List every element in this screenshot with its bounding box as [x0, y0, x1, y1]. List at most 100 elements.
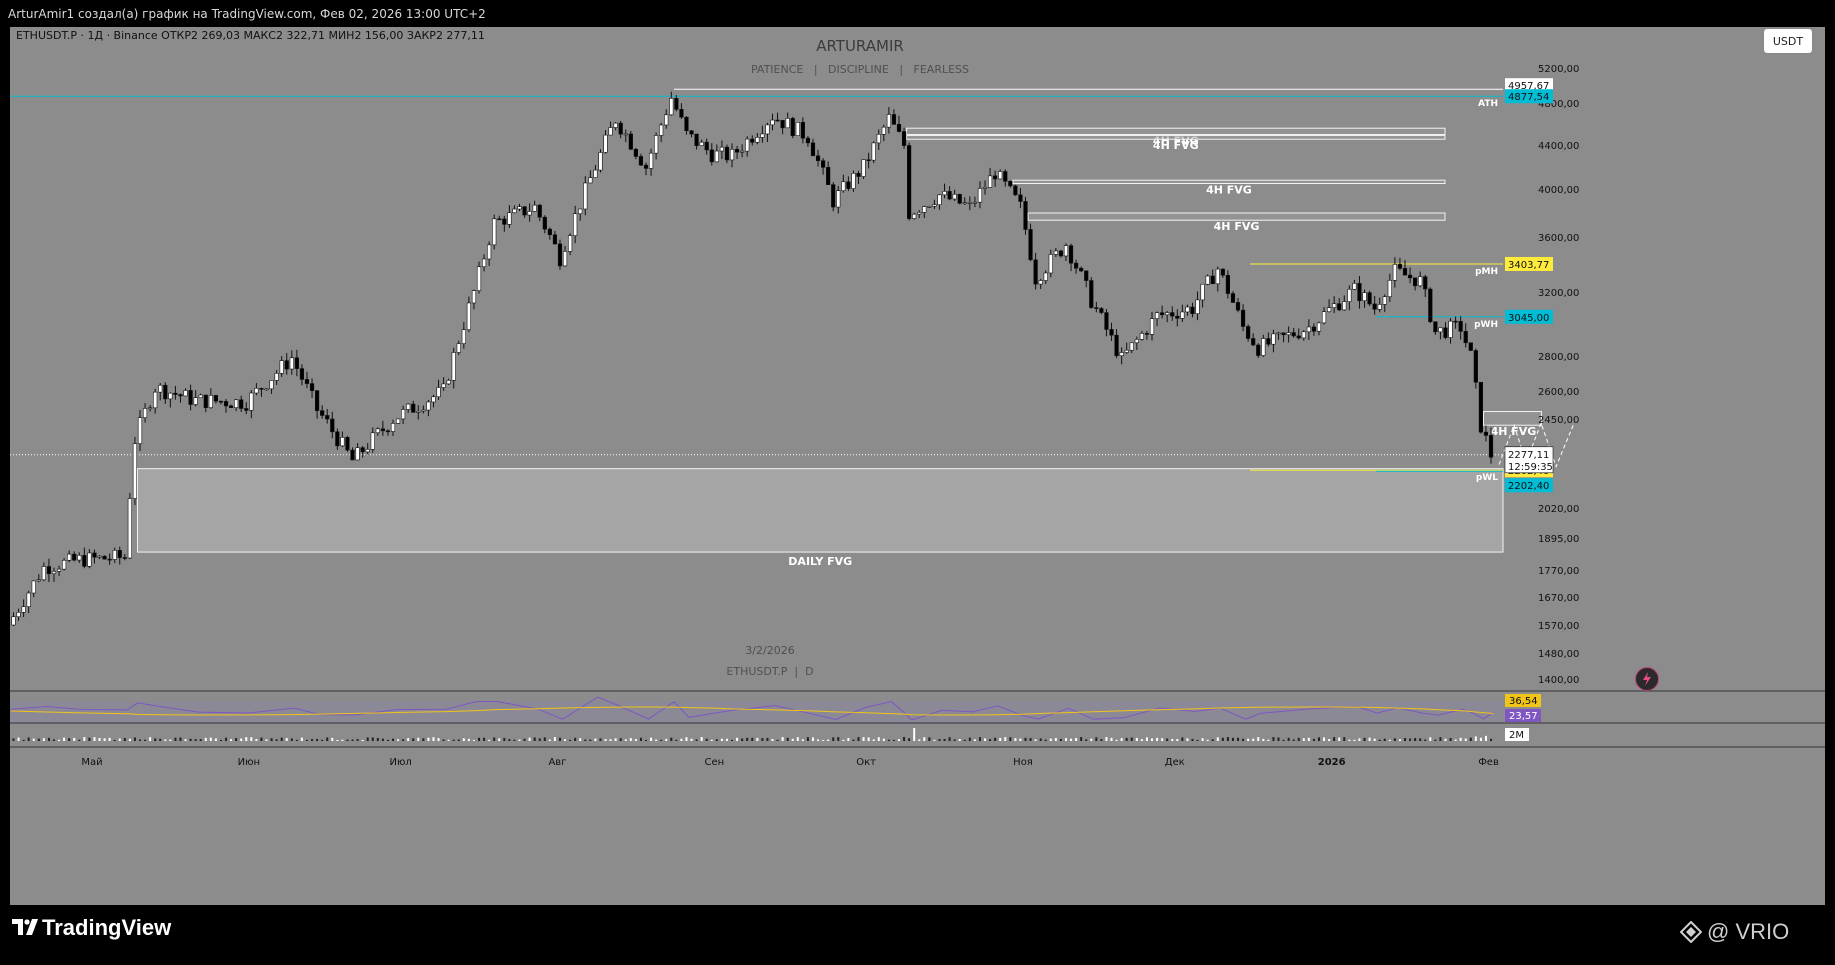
volume-bar: [73, 737, 76, 741]
volume-bar: [629, 738, 632, 741]
candle-bear: [1099, 308, 1104, 313]
candle-bear: [638, 156, 644, 166]
candle-bull: [1332, 303, 1337, 308]
candles: [11, 91, 1575, 627]
volume-bar: [1454, 739, 1457, 741]
candle-bear: [239, 399, 244, 409]
volume-bar: [715, 739, 718, 741]
volume-bar: [1237, 737, 1240, 741]
candle-bull: [1276, 332, 1281, 335]
volume-bar: [386, 739, 389, 741]
volume-bar: [108, 737, 111, 741]
lightning-icon[interactable]: [1635, 667, 1659, 691]
price-tick: 4000,00: [1538, 185, 1579, 196]
candle-bear: [846, 181, 851, 189]
candle-bull: [466, 302, 472, 331]
volume-bar: [483, 737, 486, 741]
candle-bear: [734, 148, 740, 153]
candle-bear: [1018, 194, 1023, 202]
candle-bear: [325, 415, 330, 420]
level-label: pWH: [1474, 320, 1498, 330]
volume-bar: [963, 739, 966, 741]
volume-bar: [1474, 736, 1477, 741]
candle-bull: [1321, 311, 1327, 324]
volume-bar: [938, 739, 941, 741]
volume-bar: [1151, 738, 1153, 741]
candle-bull: [942, 191, 947, 196]
volume-bar: [235, 738, 238, 741]
volume-bar: [184, 739, 187, 741]
candle-bear: [750, 138, 755, 143]
volume-bar: [1085, 739, 1088, 741]
volume-bar: [528, 737, 531, 741]
volume-bar: [392, 738, 394, 741]
candle-bull: [451, 352, 456, 381]
volume-bar: [128, 738, 131, 741]
candle-bull: [770, 119, 775, 126]
volume-bar: [63, 737, 66, 741]
candle-bear: [1423, 276, 1428, 290]
volume-bar: [1049, 738, 1052, 741]
candle-bear: [350, 449, 355, 461]
candle-bear: [1443, 327, 1448, 338]
candle-bear: [557, 243, 563, 267]
candle-bull: [851, 173, 856, 189]
bolt-icon: [1643, 672, 1651, 686]
rsi-ma-tag: [1505, 694, 1541, 707]
currency-button[interactable]: USDT: [1763, 28, 1813, 54]
volume-bar: [422, 738, 425, 741]
last-price-tag: [1504, 446, 1554, 474]
candle-bear: [552, 234, 558, 245]
candle-bear: [901, 131, 907, 146]
candle-bear: [694, 133, 699, 146]
volume-bar: [219, 739, 222, 741]
candle-bear: [537, 204, 542, 218]
candle-bull: [583, 182, 588, 210]
candle-bear: [1402, 268, 1408, 276]
volume-bar: [381, 738, 384, 741]
candle-bull: [289, 357, 294, 370]
volume-bar: [1353, 739, 1356, 741]
candle-bull: [26, 592, 31, 607]
volume-bar: [1312, 738, 1315, 741]
volume-bar: [948, 737, 951, 741]
volume-bar: [472, 739, 475, 741]
chart-area[interactable]: DAILY FVG 4H FVG 4H FVG 4H FVG 4H FVG 4H FVG …: [10, 27, 1825, 905]
candle-bear: [826, 167, 831, 185]
candle-bull: [1387, 280, 1392, 297]
volume-bar: [1201, 738, 1204, 741]
tradingview-logo[interactable]: [12, 919, 38, 939]
volume-bar: [93, 737, 96, 741]
volume-bar: [1176, 739, 1179, 741]
fvg-zone: [906, 135, 1446, 140]
volume-bar: [1247, 738, 1250, 741]
candle-bull: [729, 148, 735, 161]
volume-bar: [255, 739, 258, 741]
price-tick: 4800,00: [1538, 99, 1579, 110]
candle-bear: [1230, 293, 1236, 303]
candle-bear: [1281, 332, 1286, 336]
candle-bull: [370, 432, 375, 450]
projection-path: [1498, 421, 1575, 469]
volume-bar: [144, 739, 147, 741]
candle-bull: [1119, 352, 1124, 357]
volume-bar: [1145, 737, 1148, 741]
level-label: pMH: [1475, 267, 1498, 277]
candle-bull: [1377, 304, 1382, 310]
candle-bear: [1473, 350, 1478, 383]
volume-bar: [78, 739, 81, 741]
fvg-zone: [137, 468, 1504, 553]
candle-bull: [249, 392, 254, 411]
volume-bar: [1009, 737, 1012, 741]
volume-bar: [1019, 738, 1022, 741]
volume-bar: [265, 739, 268, 741]
candle-bear: [1428, 288, 1433, 323]
volume-bar: [1130, 737, 1133, 741]
candle-bull: [1392, 264, 1397, 281]
candle-bear: [547, 228, 552, 236]
volume-bar: [989, 739, 992, 741]
volume-bar: [1014, 738, 1017, 741]
volume-bar: [321, 739, 324, 741]
